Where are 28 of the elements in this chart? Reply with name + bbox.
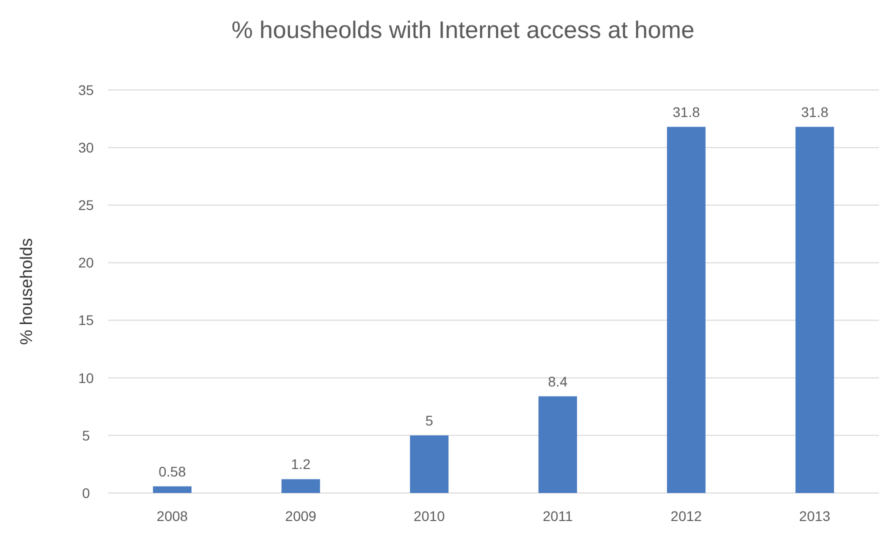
x-tick-label: 2008 <box>156 508 188 524</box>
x-tick-label: 2012 <box>670 508 702 524</box>
data-label: 5 <box>425 412 434 428</box>
bar <box>410 435 449 493</box>
x-tick-label: 2009 <box>285 508 317 524</box>
data-label: 1.2 <box>291 456 311 472</box>
x-tick-label: 2010 <box>414 508 446 524</box>
y-tick-label: 20 <box>78 254 94 271</box>
y-tick-label: 35 <box>78 82 94 98</box>
chart-title: % housheolds with Internet access at home <box>232 17 694 44</box>
y-tick-label: 15 <box>78 312 94 328</box>
bar <box>538 396 578 493</box>
bar <box>666 126 706 493</box>
data-label: 8.4 <box>548 373 568 390</box>
y-tick-label: 5 <box>82 427 90 444</box>
x-tick-label: 2013 <box>799 508 831 524</box>
bar <box>795 126 834 493</box>
y-axis-title: % households <box>17 238 36 345</box>
data-label: 31.8 <box>672 104 700 120</box>
bar <box>281 479 320 493</box>
y-tick-label: 10 <box>78 370 94 386</box>
data-label: 0.58 <box>158 463 186 480</box>
y-tick-label: 0 <box>82 484 90 501</box>
data-label: 31.8 <box>801 104 829 120</box>
y-tick-label: 30 <box>78 139 94 156</box>
bar <box>152 486 192 493</box>
y-tick-label: 25 <box>78 197 94 214</box>
x-tick-label: 2011 <box>542 508 574 524</box>
